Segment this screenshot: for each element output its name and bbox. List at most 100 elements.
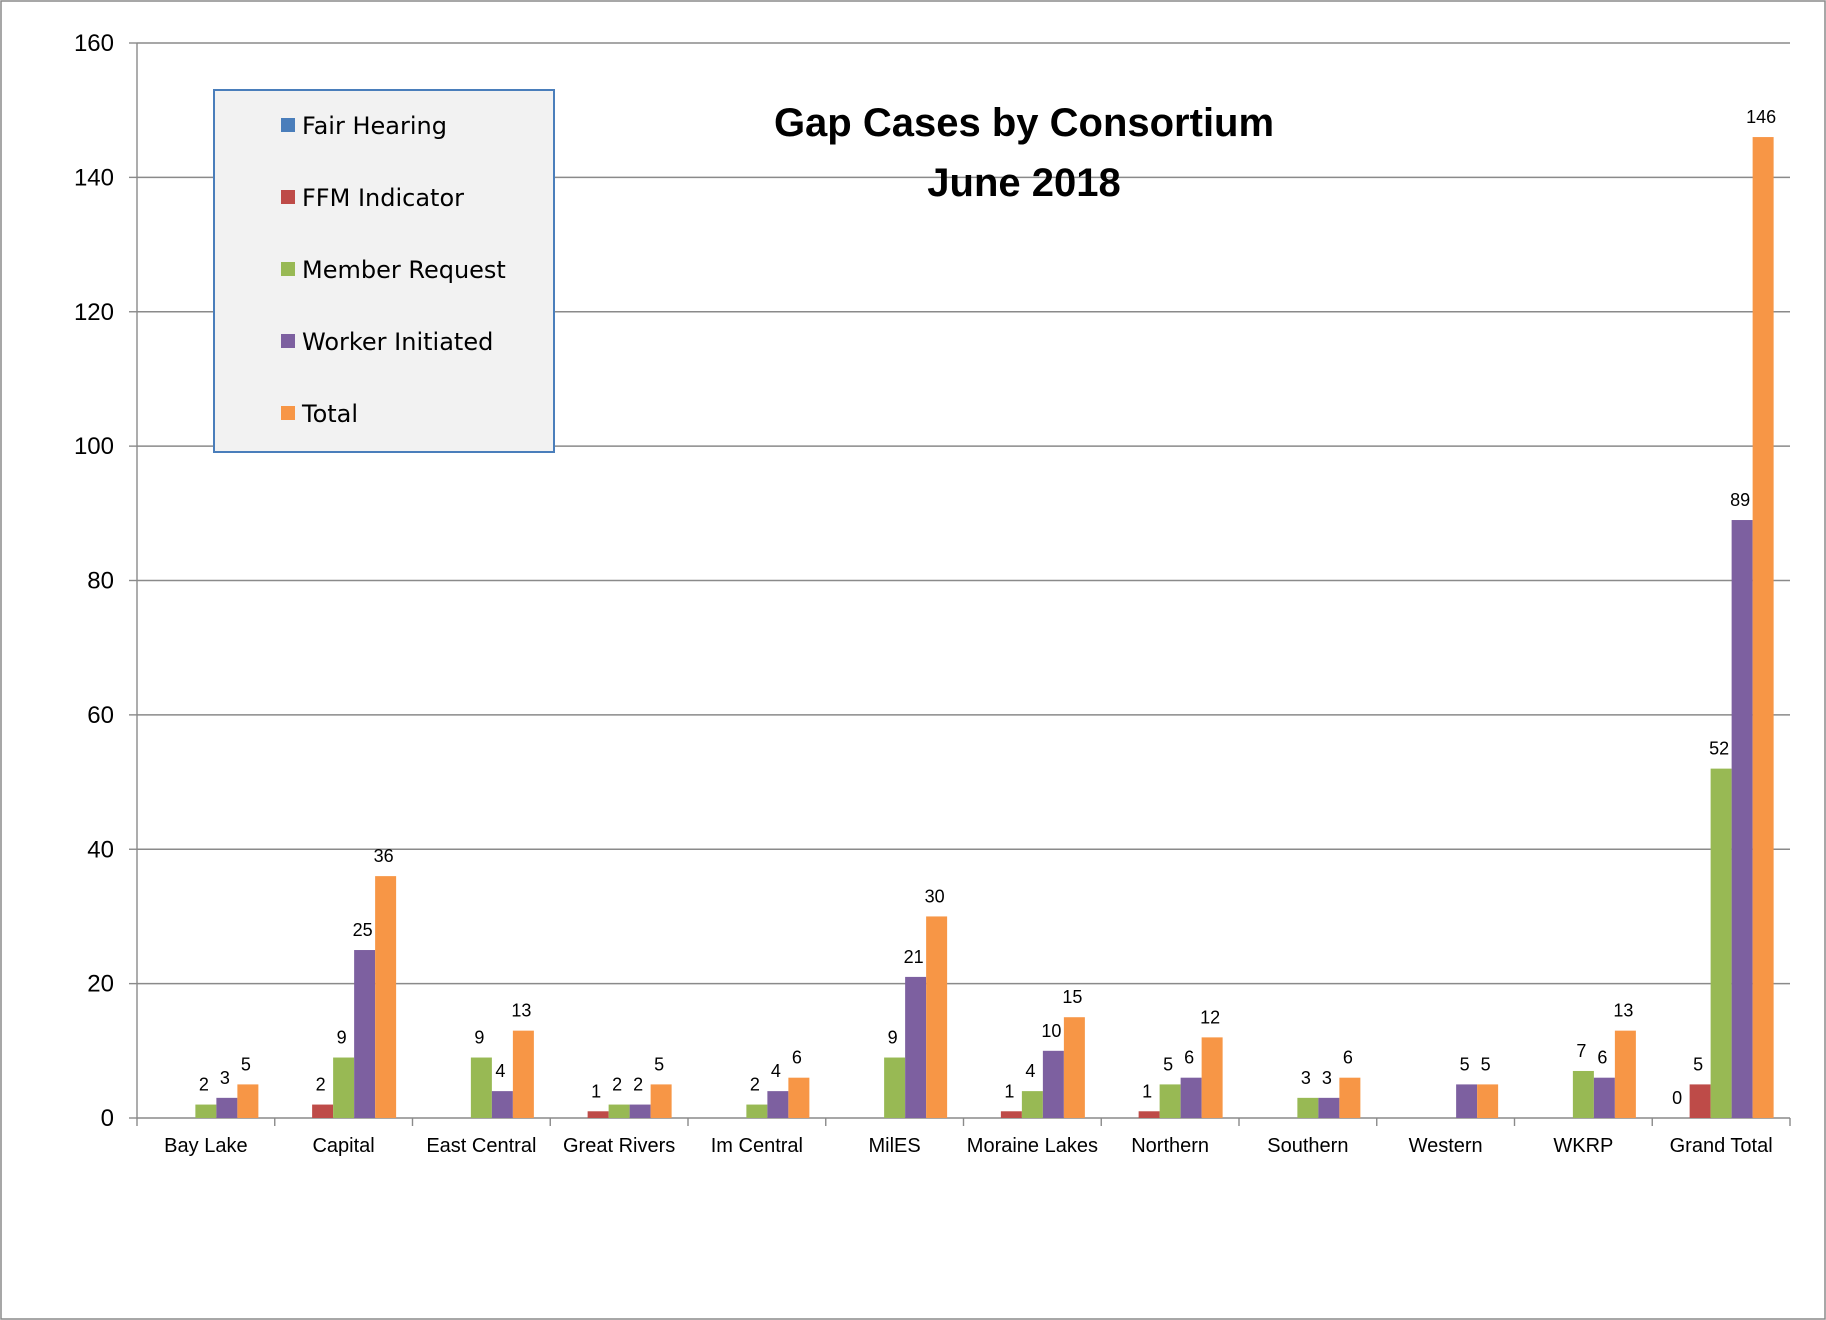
x-tick-label: Capital xyxy=(312,1135,374,1157)
bar-total xyxy=(1063,1017,1085,1118)
data-label: 1 xyxy=(591,1081,601,1101)
data-label: 13 xyxy=(511,1001,531,1021)
bar-worker-initiated xyxy=(1456,1084,1478,1118)
bar-worker-initiated xyxy=(905,976,927,1118)
bar-ffm-indicator xyxy=(587,1111,609,1118)
y-tick-label-100: 100 xyxy=(74,433,114,460)
data-label: 4 xyxy=(1025,1061,1035,1081)
data-label: 5 xyxy=(1460,1054,1470,1074)
x-tick-label: Grand Total xyxy=(1670,1135,1773,1157)
data-label: 6 xyxy=(1597,1048,1607,1068)
data-label: 30 xyxy=(925,886,945,906)
data-label: 5 xyxy=(241,1054,251,1074)
data-label: 13 xyxy=(1613,1001,1633,1021)
bar-member-request xyxy=(884,1057,906,1118)
bar-total xyxy=(512,1030,534,1118)
data-label: 6 xyxy=(1184,1048,1194,1068)
bar-worker-initiated xyxy=(1593,1077,1615,1118)
data-label: 2 xyxy=(612,1075,622,1095)
bar-member-request xyxy=(1021,1091,1043,1118)
data-label: 15 xyxy=(1062,987,1082,1007)
data-label: 7 xyxy=(1576,1041,1586,1061)
data-label: 2 xyxy=(316,1075,326,1095)
bar-member-request xyxy=(195,1104,217,1118)
bar-ffm-indicator xyxy=(1000,1111,1022,1118)
data-label: 12 xyxy=(1200,1007,1220,1027)
bar-ffm-indicator xyxy=(1138,1111,1160,1118)
x-tick-label: Im Central xyxy=(711,1135,803,1157)
data-label: 9 xyxy=(474,1028,484,1048)
bar-member-request xyxy=(1710,768,1732,1118)
x-tick-label: Moraine Lakes xyxy=(967,1135,1098,1157)
data-label: 9 xyxy=(337,1028,347,1048)
chart-title-line-1: Gap Cases by Consortium xyxy=(774,101,1274,145)
y-tick-label-140: 140 xyxy=(74,164,114,191)
data-label: 0 xyxy=(1672,1088,1682,1108)
legend-swatch xyxy=(281,262,295,276)
bar-worker-initiated xyxy=(491,1091,513,1118)
legend-box xyxy=(213,89,555,453)
bar-total xyxy=(788,1077,810,1118)
y-tick-label-120: 120 xyxy=(74,299,114,326)
legend-label: Member Request xyxy=(302,256,506,284)
data-label: 21 xyxy=(904,947,924,967)
y-tick-label-40: 40 xyxy=(87,836,114,863)
data-label: 146 xyxy=(1746,107,1776,127)
data-label: 9 xyxy=(888,1028,898,1048)
x-tick-label: East Central xyxy=(426,1135,536,1157)
legend-swatch xyxy=(281,334,295,348)
data-label: 5 xyxy=(1163,1054,1173,1074)
legend-swatch xyxy=(281,406,295,420)
bar-member-request xyxy=(746,1104,768,1118)
y-tick-label-0: 0 xyxy=(101,1105,114,1132)
bar-total xyxy=(650,1084,672,1118)
data-label: 1 xyxy=(1142,1081,1152,1101)
bar-member-request xyxy=(1572,1070,1594,1118)
y-tick-label-160: 160 xyxy=(74,30,114,57)
bar-member-request xyxy=(608,1104,630,1118)
bar-total xyxy=(1752,137,1774,1118)
bar-worker-initiated xyxy=(1318,1097,1340,1118)
data-label: 4 xyxy=(495,1061,505,1081)
data-label: 3 xyxy=(220,1068,230,1088)
bar-worker-initiated xyxy=(1731,520,1753,1118)
bar-total xyxy=(926,916,948,1118)
data-label: 5 xyxy=(1693,1054,1703,1074)
data-label: 6 xyxy=(792,1048,802,1068)
x-tick-label: WKRP xyxy=(1553,1135,1613,1157)
bar-total xyxy=(1614,1030,1636,1118)
x-tick-label: MilES xyxy=(869,1135,921,1157)
bar-total xyxy=(375,876,397,1118)
data-label: 3 xyxy=(1322,1068,1332,1088)
bar-ffm-indicator xyxy=(1689,1084,1711,1118)
bar-worker-initiated xyxy=(767,1091,789,1118)
bar-total xyxy=(1339,1077,1361,1118)
legend-label: Total xyxy=(301,400,358,428)
legend-swatch xyxy=(281,118,295,132)
data-label: 36 xyxy=(374,846,394,866)
bars xyxy=(195,137,1774,1118)
data-label: 52 xyxy=(1709,739,1729,759)
data-label: 89 xyxy=(1730,490,1750,510)
bar-total xyxy=(1477,1084,1499,1118)
bar-ffm-indicator xyxy=(312,1104,334,1118)
x-tick-label: Southern xyxy=(1267,1135,1348,1157)
legend-label: FFM Indicator xyxy=(302,184,464,212)
data-label: 1 xyxy=(1004,1081,1014,1101)
bar-worker-initiated xyxy=(216,1097,238,1118)
bar-member-request xyxy=(470,1057,492,1118)
bar-member-request xyxy=(1297,1097,1319,1118)
y-tick-label-20: 20 xyxy=(87,971,114,998)
bar-total xyxy=(237,1084,259,1118)
legend-label: Worker Initiated xyxy=(302,328,493,356)
data-label: 5 xyxy=(1481,1054,1491,1074)
x-tick-label: Bay Lake xyxy=(164,1135,247,1157)
bar-total xyxy=(1201,1037,1223,1118)
y-tick-label-80: 80 xyxy=(87,568,114,595)
bar-worker-initiated xyxy=(1042,1050,1064,1118)
x-tick-label: Western xyxy=(1409,1135,1483,1157)
chart-title: Gap Cases by Consortium June 2018 xyxy=(774,101,1274,205)
